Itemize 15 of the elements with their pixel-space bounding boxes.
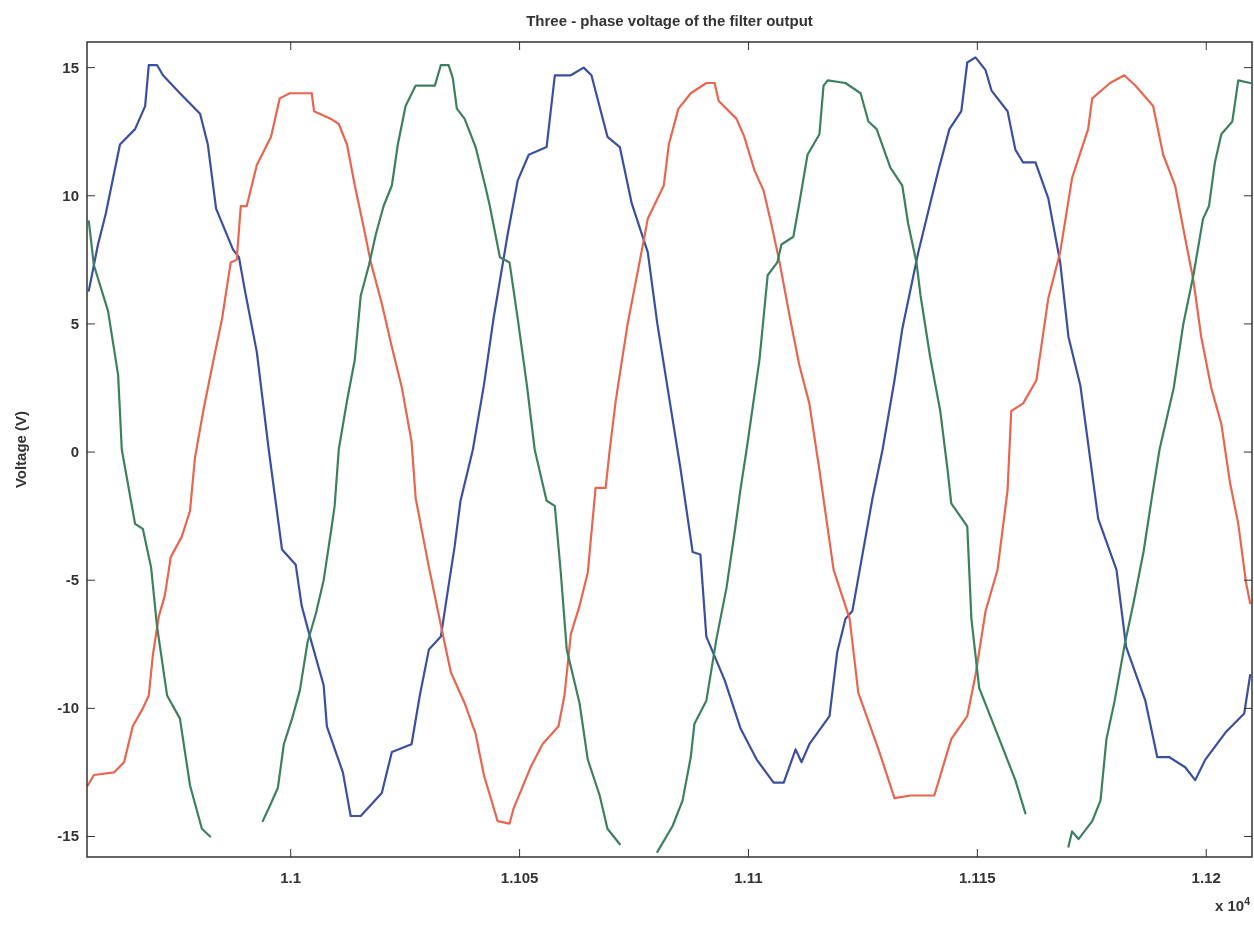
y-tick-label: -5 <box>65 571 79 589</box>
x-tick-label: 1.12 <box>1191 869 1221 886</box>
x-tick-label: 1.105 <box>500 869 539 886</box>
y-tick-label: 5 <box>70 314 79 332</box>
y-tick-label: -10 <box>57 699 79 717</box>
y-tick-label: 0 <box>70 443 79 461</box>
text: x 10$^{4}$ <box>1214 895 1251 914</box>
x-tick-label: 1.11 <box>734 869 763 886</box>
x-tick-label: 1.115 <box>958 869 996 886</box>
y-axis-title: Voltage (V) <box>12 410 29 489</box>
chart-title: Three - phase voltage of the filter output <box>526 12 813 29</box>
y-tick-label: 10 <box>62 186 79 204</box>
y-tick-label: 15 <box>62 58 79 76</box>
x-tick-label: 1.1 <box>280 869 302 886</box>
y-tick-label: -15 <box>57 827 79 845</box>
